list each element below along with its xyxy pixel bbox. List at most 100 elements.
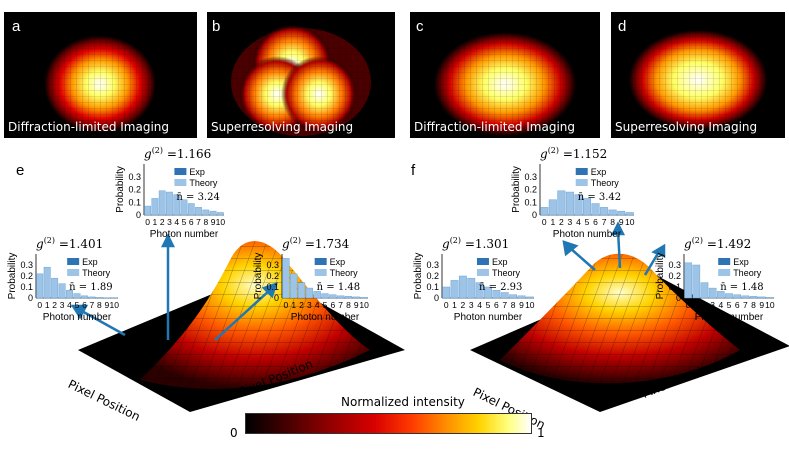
heatmap-b <box>207 12 395 138</box>
histogram-bar <box>475 282 484 299</box>
histogram-bar <box>166 191 173 216</box>
x-tick-label: 3 <box>307 300 312 310</box>
x-tick-label: 6 <box>189 217 194 227</box>
histogram-bar <box>591 203 600 216</box>
x-axis-label: Photon number <box>553 229 622 240</box>
x-axis-label: Photon number <box>695 312 764 323</box>
histogram-bar <box>95 297 103 299</box>
caption-d: Superresolving Imaging <box>615 120 758 134</box>
colorbar <box>245 413 532 434</box>
histogram-bar <box>716 291 725 299</box>
histogram-e-top: g(2) =1.166 0.3 0.2 0.1 0 0 1 2 3 4 5 6 7 8 9 10 Photon … <box>114 146 230 243</box>
histogram-g2-label: g(2) =1.492 <box>684 236 751 251</box>
x-tick-label: 10 <box>216 217 226 227</box>
surfaces-layer <box>70 221 789 412</box>
caption-b: Superresolving Imaging <box>211 120 354 134</box>
histogram-bar <box>66 290 74 299</box>
colorbar-gradient <box>245 413 532 434</box>
legend-theory-label: Theory <box>733 268 762 278</box>
x-tick-label: 8 <box>610 217 615 227</box>
x-tick-label: 6 <box>82 300 87 310</box>
y-tick-label: 0.3 <box>426 260 439 270</box>
heatmap-d <box>611 12 785 138</box>
legend-exp-swatch <box>67 258 80 265</box>
x-tick-label: 4 <box>315 300 320 310</box>
g2-value: =1.492 <box>703 237 752 251</box>
x-tick-label: 5 <box>727 300 732 310</box>
panel-c-image: Diffraction-limited Imaging <box>410 12 600 138</box>
y-tick-label: 0 <box>676 293 681 303</box>
x-tick-label: 9 <box>104 300 109 310</box>
legend-theory-swatch <box>476 269 489 276</box>
x-tick-label: 3 <box>710 300 715 310</box>
x-tick-label: 5 <box>182 217 187 227</box>
g2-value: =1.166 <box>163 147 212 161</box>
g2-sup: (2) <box>289 236 302 245</box>
x-tick-label: 5 <box>585 217 590 227</box>
x-tick-label: 7 <box>743 300 748 310</box>
histogram-bar <box>492 290 501 299</box>
histogram-bar <box>741 295 750 299</box>
panel-a-image: Diffraction-limited Imaging <box>4 12 197 138</box>
histogram-bar <box>88 296 96 299</box>
x-tick-label: 1 <box>153 217 158 227</box>
panel-letter-c: c <box>416 18 424 35</box>
x-tick-label: 4 <box>718 300 723 310</box>
x-tick-label: 2 <box>461 300 466 310</box>
histogram-bar <box>73 293 81 299</box>
x-tick-label: 2 <box>559 217 564 227</box>
x-tick-label: 4 <box>67 300 72 310</box>
arrows-e <box>70 233 278 341</box>
histogram-g2-label: g(2) =1.166 <box>144 146 211 161</box>
histogram-g2-label: g(2) =1.734 <box>282 236 349 251</box>
x-tick-label: 1 <box>452 300 457 310</box>
y-tick-label: 0.2 <box>426 271 439 281</box>
histogram-bar <box>509 294 518 299</box>
g2-value: =1.301 <box>461 237 510 251</box>
histogram-bar <box>582 198 592 216</box>
legend-exp-swatch <box>174 168 187 175</box>
x-tick-label: 3 <box>568 217 573 227</box>
g2-sup: (2) <box>547 146 560 155</box>
y-tick-label: 0.2 <box>524 185 537 195</box>
heatmap-a <box>4 12 197 138</box>
x-tick-label: 7 <box>502 300 507 310</box>
y-tick-label: 0.2 <box>266 271 279 281</box>
histogram-bar <box>625 212 634 216</box>
histogram-bar <box>548 199 557 216</box>
x-tick-label: 6 <box>593 217 598 227</box>
x-tick-label: 4 <box>477 300 482 310</box>
x-tick-label: 5 <box>323 300 328 310</box>
y-tick-label: 0.1 <box>266 282 279 292</box>
y-tick-label: 0.3 <box>266 260 279 270</box>
y-axis-label: Probability <box>511 166 522 213</box>
x-tick-label: 0 <box>686 300 691 310</box>
x-tick-label: 6 <box>330 300 335 310</box>
y-axis-label: Probability <box>413 253 424 300</box>
legend-theory-swatch <box>575 179 588 186</box>
g2-sup: (2) <box>449 236 462 245</box>
histogram-bar <box>608 209 617 216</box>
y-tick-label: 0.2 <box>20 271 33 281</box>
legend-exp-label: Exp <box>82 257 98 267</box>
histogram-bar <box>458 275 467 299</box>
histogram-bar <box>36 273 44 299</box>
histogram-bar <box>692 264 701 299</box>
g2-symbol: g <box>144 147 152 161</box>
y-tick-label: 0 <box>274 293 279 303</box>
y-tick-label: 0 <box>28 293 33 303</box>
x-axis-label: Photon number <box>150 229 219 240</box>
histogram-bar <box>617 210 626 216</box>
x-tick-label: 8 <box>203 217 208 227</box>
legend-exp-label: Exp <box>189 167 205 177</box>
histogram-bar <box>329 294 337 299</box>
histogram-bar <box>209 210 217 216</box>
x-tick-label: 9 <box>211 217 216 227</box>
x-tick-label: 0 <box>37 300 42 310</box>
caption-a: Diffraction-limited Imaging <box>8 120 170 134</box>
legend-exp-swatch <box>314 258 327 265</box>
x-tick-label: 2 <box>702 300 707 310</box>
y-tick-label: 0.1 <box>128 197 141 207</box>
